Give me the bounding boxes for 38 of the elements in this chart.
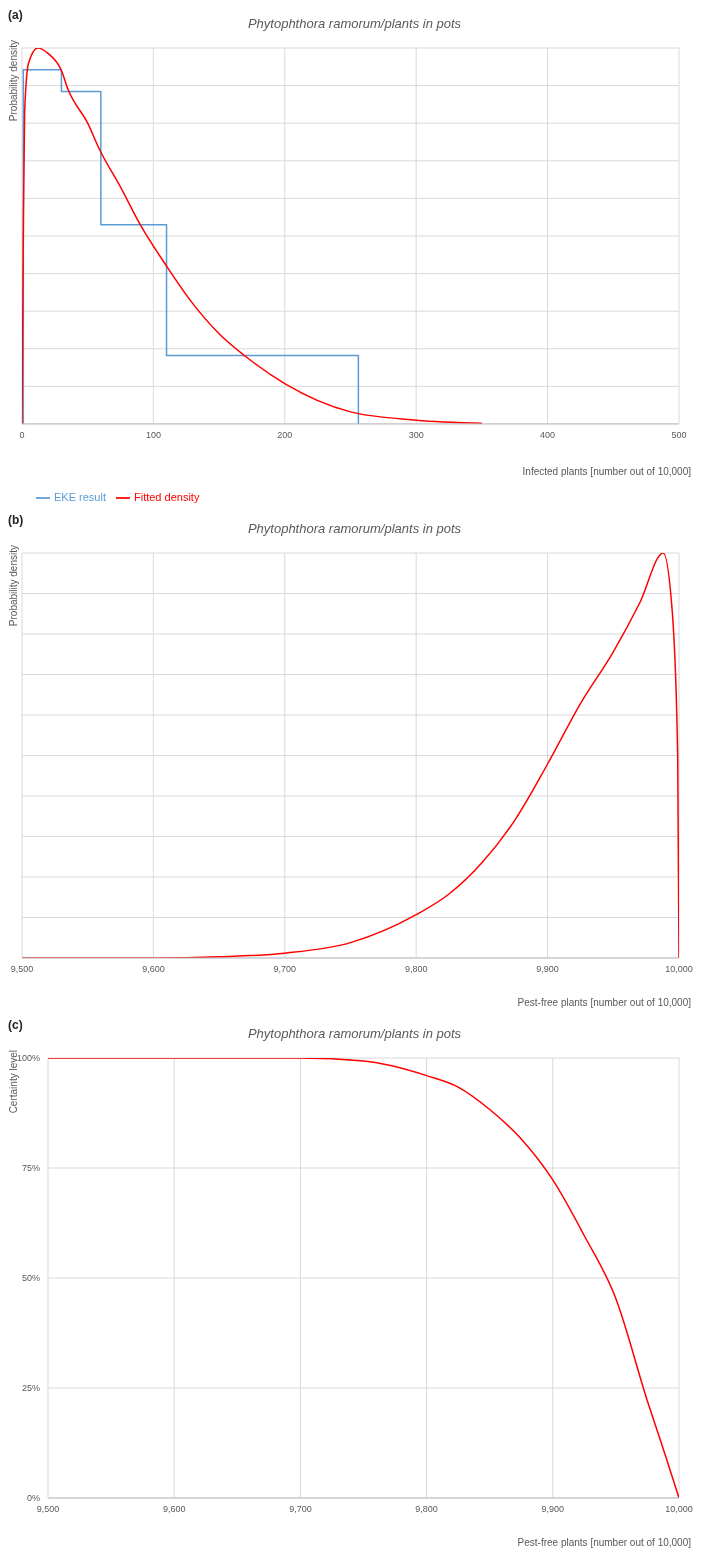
x-tick-label: 0	[19, 430, 25, 441]
legend-label: EKE result	[54, 490, 106, 503]
x-tick-label: 10,000	[665, 964, 693, 975]
x-tick-label: 9,700	[289, 1504, 312, 1515]
x-tick-label: 200	[277, 430, 293, 441]
chart-title: Phytophthora ramorum/plants in pots	[247, 16, 462, 31]
y-tick-label: 75%	[21, 1163, 40, 1174]
x-tick-label: 9,700	[273, 964, 297, 975]
x-axis-title: Infected plants [number out of 10,000]	[522, 466, 691, 477]
x-axis-title: Pest-free plants [number out of 10,000]	[517, 997, 691, 1008]
x-tick-label: 400	[540, 430, 556, 441]
line-series	[48, 1058, 679, 1498]
y-axis-title: Probability density	[8, 545, 19, 627]
text: (b)	[8, 513, 24, 527]
x-tick-label: 9,900	[541, 1504, 565, 1515]
x-tick-label: 500	[671, 430, 687, 441]
x-tick-label: 9,900	[536, 964, 559, 975]
y-axis-title: Certainty level	[8, 1050, 19, 1114]
x-axis-title: Pest-free plants [number out of 10,000]	[517, 1537, 691, 1548]
text: (a)	[8, 8, 23, 22]
x-tick-label: 9,500	[10, 964, 34, 975]
chart-title: Phytophthora ramorum/plants in pots	[247, 1026, 462, 1041]
x-tick-label: 9,600	[142, 964, 165, 975]
x-tick-label: 9,800	[415, 1504, 438, 1515]
y-tick-label: 50%	[21, 1273, 40, 1284]
y-tick-label: 100%	[16, 1053, 40, 1064]
x-tick-label: 9,600	[162, 1504, 186, 1515]
x-tick-label: 100	[145, 430, 161, 441]
chart-title: Phytophthora ramorum/plants in pots	[247, 521, 462, 536]
text: (c)	[8, 1018, 23, 1032]
y-tick-label: 25%	[21, 1383, 40, 1394]
y-tick-label: 0%	[26, 1493, 40, 1504]
legend-label: Fitted density	[133, 490, 200, 503]
y-axis-title: Probability density	[8, 40, 19, 122]
x-tick-label: 9,500	[36, 1504, 60, 1515]
x-tick-label: 10,000	[665, 1504, 693, 1515]
x-tick-label: 300	[408, 430, 424, 441]
x-tick-label: 9,800	[404, 964, 428, 975]
